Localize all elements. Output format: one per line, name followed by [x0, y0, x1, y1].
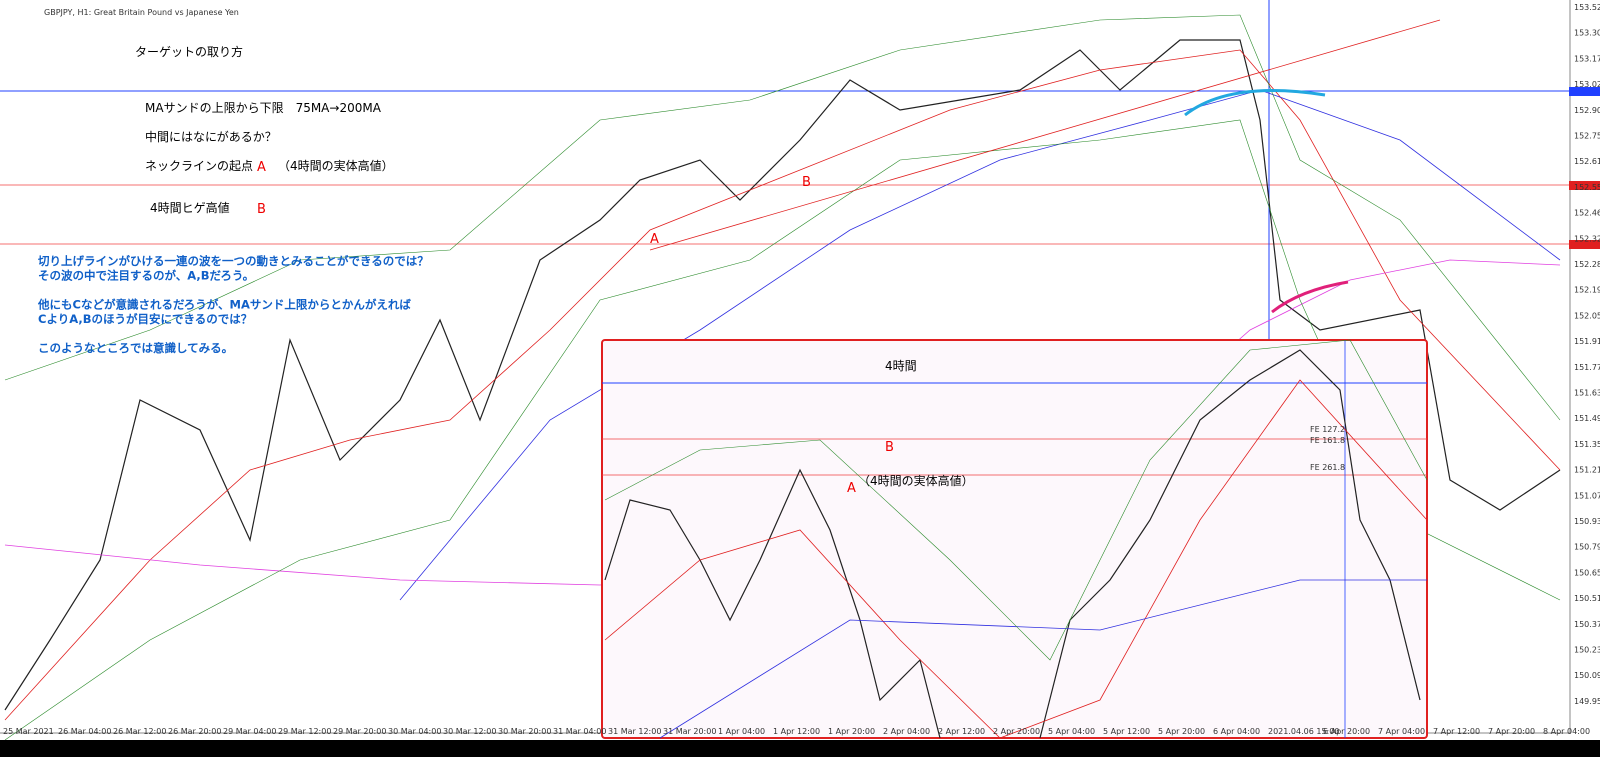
note-line: （4時間の実体高値） [278, 158, 394, 173]
fe-label: FE 127.2 [1310, 425, 1345, 434]
heading: ターゲットの取り方 [135, 44, 243, 59]
price-label: 152.55 [1574, 183, 1600, 192]
time-label: 1 Apr 12:00 [773, 727, 820, 736]
time-label: 25 Mar 2021 [3, 727, 54, 736]
price-label: 152.90 [1574, 106, 1600, 115]
price-label: 152.05 [1574, 311, 1600, 320]
price-label: 151.35 [1574, 440, 1600, 449]
blue-note: その波の中で注目するのが、A,Bだろう。 [38, 269, 254, 283]
price-label: 150.65 [1574, 568, 1600, 577]
price-label: 152.61 [1574, 157, 1600, 166]
time-label: 30 Mar 04:00 [388, 727, 441, 736]
price-label: 150.09 [1574, 671, 1600, 680]
note-line: 中間にはなにがあるか？ [145, 129, 277, 144]
price-label: 153.02 [1574, 80, 1600, 89]
price-label: 152.32 [1574, 234, 1600, 243]
time-label: 1 Apr 20:00 [828, 727, 875, 736]
time-label: 1 Apr 04:00 [718, 727, 765, 736]
time-label: 26 Mar 12:00 [113, 727, 166, 736]
time-label: 26 Mar 04:00 [58, 727, 111, 736]
time-label: 2 Apr 04:00 [883, 727, 930, 736]
inset-title: 4時間 [885, 359, 917, 373]
mark-b: B [257, 202, 266, 217]
fe-label: FE 261.8 [1310, 463, 1345, 472]
blue-note: CよりA,Bのほうが目安にできるのでは？ [38, 312, 252, 326]
time-label: 5 Apr 12:00 [1103, 727, 1150, 736]
time-label: 5 Apr 20:00 [1158, 727, 1205, 736]
blue-note: このようなところでは意識してみる。 [38, 341, 233, 355]
note-line: MAサンドの上限から下限 75MA→200MA [145, 101, 382, 115]
inset-a: A [847, 481, 856, 496]
chart-window: GBPJPY, H1: Great Britain Pound vs Japan… [0, 0, 1600, 741]
time-label: 31 Mar 04:00 [553, 727, 606, 736]
price-label: 153.52 [1574, 3, 1600, 12]
note-line: ネックラインの起点 [145, 159, 253, 173]
time-label: 7 Apr 12:00 [1433, 727, 1480, 736]
price-label: 152.75 [1574, 132, 1600, 141]
price-label: 153.30 [1574, 29, 1600, 38]
price-label: 151.91 [1574, 337, 1600, 346]
time-label: 31 Mar 20:00 [663, 727, 716, 736]
time-label: 6 Apr 20:00 [1323, 727, 1370, 736]
price-label: 150.23 [1574, 646, 1600, 655]
time-label: 26 Mar 20:00 [168, 727, 221, 736]
price-label: 150.93 [1574, 517, 1600, 526]
time-label: 2 Apr 20:00 [993, 727, 1040, 736]
price-label: 153.17 [1574, 54, 1600, 63]
time-label: 8 Apr 04:00 [1543, 727, 1590, 736]
price-label: 150.37 [1574, 620, 1600, 629]
time-label: 5 Apr 04:00 [1048, 727, 1095, 736]
time-label: 2 Apr 12:00 [938, 727, 985, 736]
window-title: GBPJPY, H1: Great Britain Pound vs Japan… [44, 8, 239, 17]
inset-note: （4時間の実体高値） [858, 473, 974, 488]
price-label: 150.51 [1574, 594, 1600, 603]
blue-note: 他にもCなどが意識されるだろうが、MAサンド上限からとかんがえれば [37, 298, 411, 312]
time-label: 29 Mar 04:00 [223, 727, 276, 736]
blue-note: 切り上げラインがひける一連の波を一つの動きとみることができるのでは？ [38, 254, 429, 268]
price-label: 151.49 [1574, 414, 1600, 423]
price-label: 149.95 [1574, 697, 1600, 706]
price-label: 152.28 [1574, 260, 1600, 269]
chart-mark-a: A [650, 232, 659, 247]
time-label: 2021.04.06 15:00 [1268, 727, 1339, 736]
price-label: 151.07 [1574, 491, 1600, 500]
price-label: 152.19 [1574, 286, 1600, 295]
time-label: 29 Mar 20:00 [333, 727, 386, 736]
time-label: 7 Apr 20:00 [1488, 727, 1535, 736]
mark-a: A [257, 160, 266, 175]
chart-mark-b: B [802, 175, 811, 190]
time-label: 7 Apr 04:00 [1378, 727, 1425, 736]
price-label: 151.77 [1574, 363, 1600, 372]
taskbar [0, 740, 1600, 757]
time-label: 6 Apr 04:00 [1213, 727, 1260, 736]
fe-label: FE 161.8 [1310, 436, 1345, 445]
time-label: 30 Mar 20:00 [498, 727, 551, 736]
inset-b: B [885, 440, 894, 455]
time-label: 30 Mar 12:00 [443, 727, 496, 736]
time-label: 31 Mar 12:00 [608, 727, 661, 736]
note-line: 4時間ヒゲ高値 [150, 200, 230, 215]
price-label: 151.63 [1574, 389, 1600, 398]
time-label: 29 Mar 12:00 [278, 727, 331, 736]
price-label: 150.79 [1574, 543, 1600, 552]
price-label: 152.46 [1574, 209, 1600, 218]
price-label: 151.21 [1574, 466, 1600, 475]
